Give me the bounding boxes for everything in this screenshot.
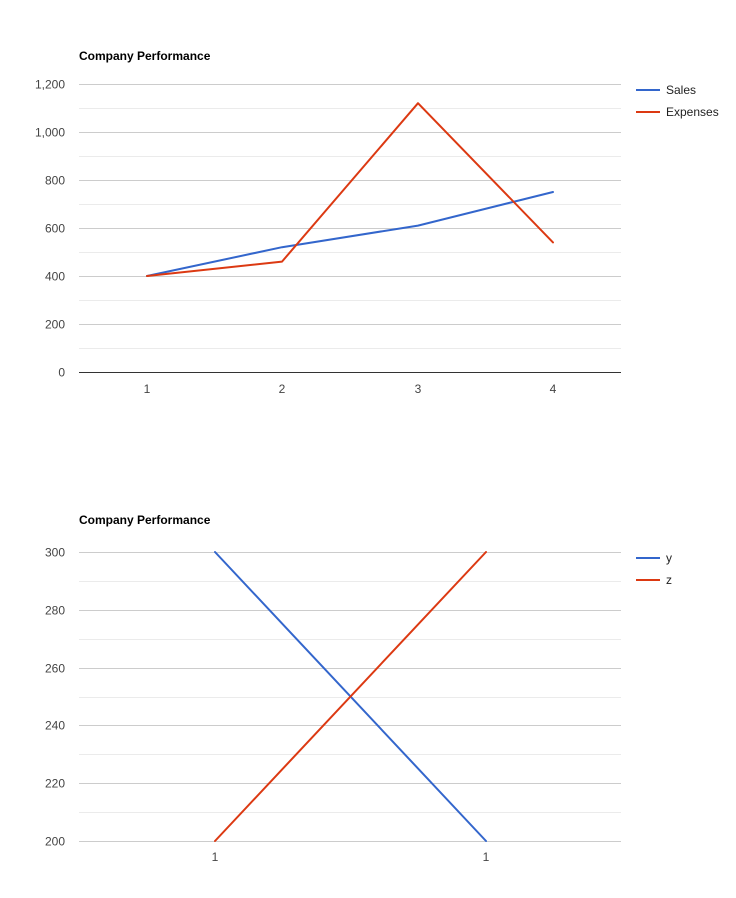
chart-1-y-tick-label: 0 bbox=[58, 366, 65, 380]
chart-1-y-tick-label: 600 bbox=[45, 222, 65, 236]
chart-1-svg: Company Performance 0 200 400 600 800 1,000 1,2… bbox=[35, 49, 719, 396]
chart-2-y-tick-label: 260 bbox=[45, 662, 65, 676]
chart-2-y-tick-label: 300 bbox=[45, 546, 65, 560]
chart-1-y-tick-label: 800 bbox=[45, 174, 65, 188]
chart-1-series-line-sales bbox=[146, 191, 554, 277]
chart-2-y-tick-label: 220 bbox=[45, 777, 65, 791]
chart-2: Company Performance 200 220 240 260 280 300 1 1 y… bbox=[0, 449, 736, 898]
chart-1-legend-label: Sales bbox=[666, 83, 696, 97]
chart-2-y-tick-label: 240 bbox=[45, 719, 65, 733]
chart-1-y-tick-label: 200 bbox=[45, 318, 65, 332]
chart-1-x-tick-label: 2 bbox=[279, 382, 286, 396]
chart-2-legend-label: y bbox=[666, 551, 672, 565]
chart-2-x-tick-label: 1 bbox=[483, 850, 490, 864]
chart-1-series-line-expenses bbox=[146, 102, 554, 277]
chart-2-series-line-z bbox=[214, 551, 487, 842]
chart-2-y-tick-label: 200 bbox=[45, 835, 65, 849]
chart-1-x-tick-label: 4 bbox=[550, 382, 557, 396]
chart-1-legend-label: Expenses bbox=[666, 105, 719, 119]
chart-1-y-tick-label: 400 bbox=[45, 270, 65, 284]
chart-1-title: Company Performance bbox=[79, 49, 211, 63]
chart-1-y-tick-label: 1,200 bbox=[35, 78, 65, 92]
chart-2-legend-label: z bbox=[666, 573, 672, 587]
chart-1: Company Performance 0 200 400 600 800 1,000 1,2… bbox=[35, 49, 719, 396]
chart-2-title: Company Performance bbox=[79, 513, 211, 527]
chart-1-x-tick-label: 1 bbox=[144, 382, 151, 396]
chart-2-svg: Company Performance 200 220 240 260 280 300 1 1 y… bbox=[45, 513, 672, 864]
chart-1-x-tick-label: 3 bbox=[415, 382, 422, 396]
chart-1-y-tick-label: 1,000 bbox=[35, 126, 65, 140]
chart-2-x-tick-label: 1 bbox=[212, 850, 219, 864]
chart-2-y-tick-label: 280 bbox=[45, 604, 65, 618]
